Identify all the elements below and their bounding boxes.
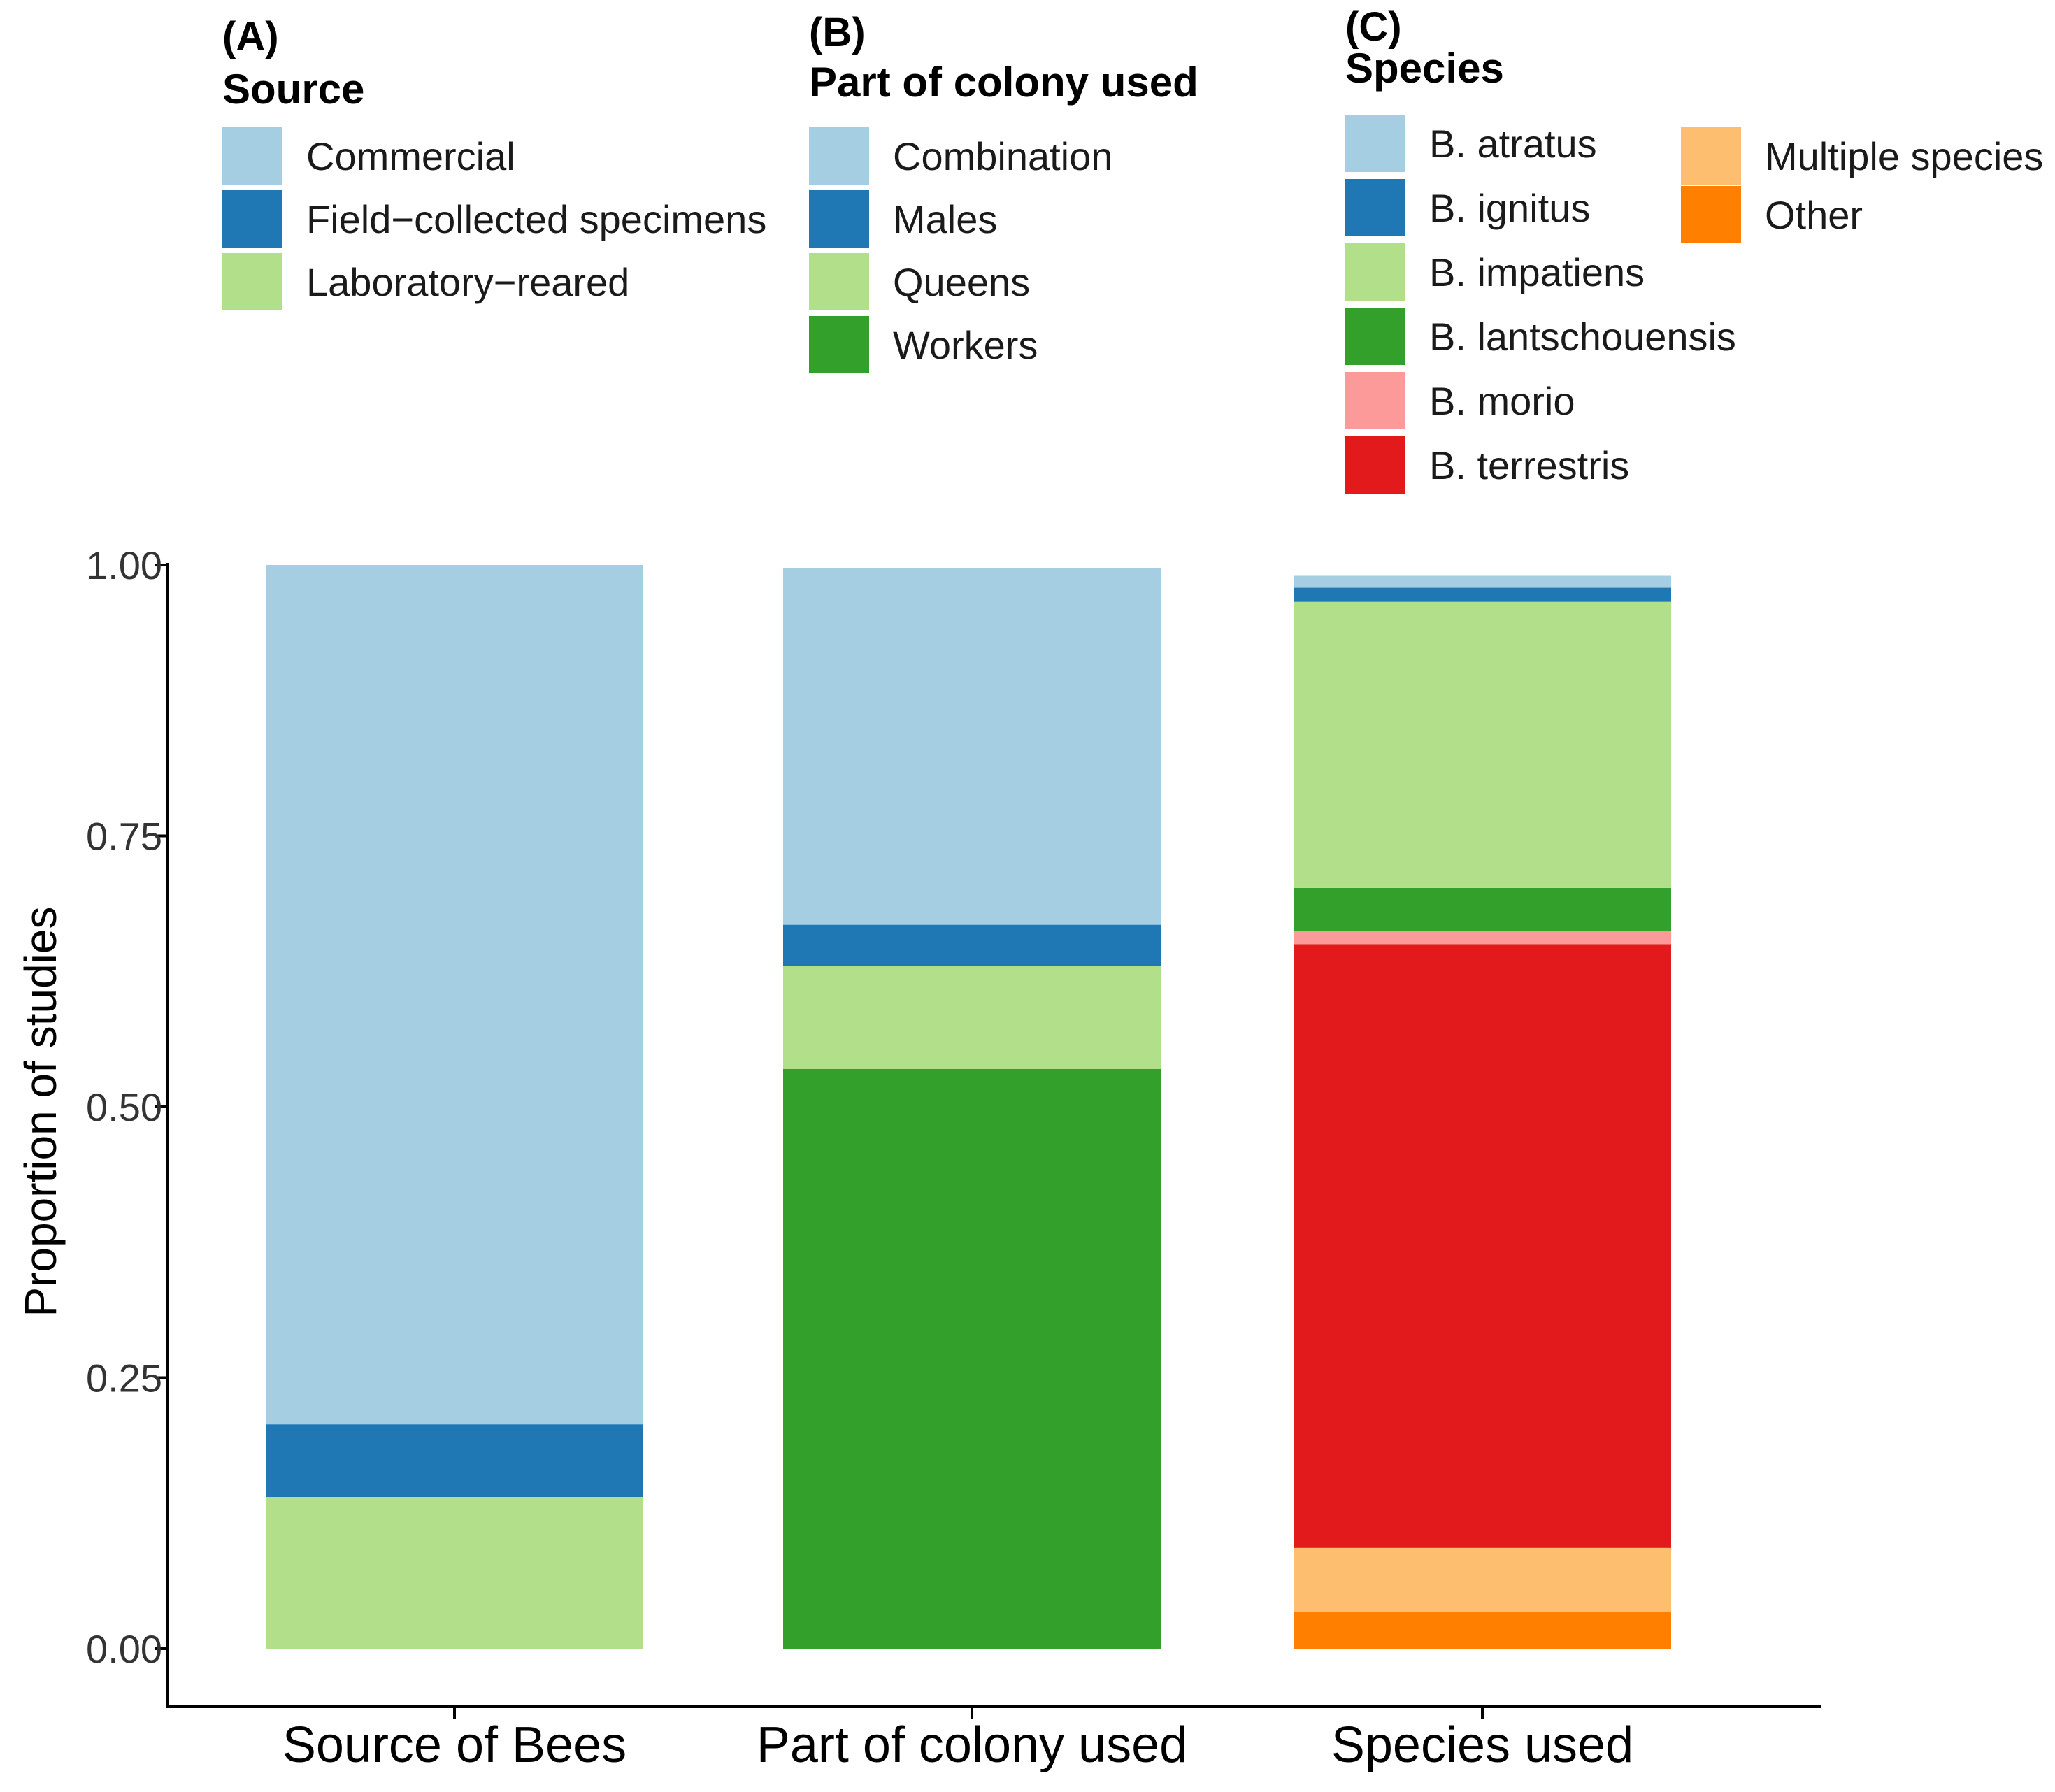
legend-item-label: Males	[893, 197, 997, 241]
legend-item-label: B. impatiens	[1429, 250, 1645, 294]
legend-key-swatch	[809, 253, 869, 310]
legend-item-label: B. terrestris	[1429, 443, 1629, 487]
legend-key-swatch	[1345, 115, 1405, 172]
bar-segment	[1294, 587, 1671, 602]
x-category-label: Species used	[1331, 1717, 1633, 1773]
bar-segment	[1294, 575, 1671, 588]
legend-item-label: Commercial	[306, 134, 515, 178]
legend-source: (A) Source Commercial Field−collected speci…	[222, 14, 766, 310]
legend-panel-label: (B)	[809, 10, 866, 55]
legend-title: Source	[222, 66, 364, 113]
legend-item-label: Queens	[893, 260, 1030, 304]
legend-item-label: B. lantschouensis	[1429, 315, 1736, 359]
x-category-label: Part of colony used	[757, 1717, 1187, 1773]
bar-segment	[1294, 887, 1671, 931]
y-tick-label: 0.50	[86, 1085, 162, 1129]
legend-item-label: Multiple species	[1765, 134, 2043, 178]
legend-item-label: Field−collected specimens	[306, 197, 766, 241]
legend-key-swatch	[1681, 186, 1741, 243]
legend-item-label: B. atratus	[1429, 122, 1597, 166]
y-tick-label: 1.00	[86, 543, 162, 587]
legend-key-swatch	[809, 127, 869, 185]
legend-key-swatch	[1345, 179, 1405, 236]
legend-key-swatch	[1681, 127, 1741, 185]
legend-key-swatch	[1345, 243, 1405, 301]
legend-key-swatch	[222, 253, 282, 310]
legend-item-label: Workers	[893, 323, 1038, 367]
bar-segment	[1294, 944, 1671, 1548]
legend-key-swatch	[809, 316, 869, 373]
y-tick-label: 0.25	[86, 1356, 162, 1400]
legend-key-swatch	[222, 127, 282, 185]
legend-panel-label: (C)	[1345, 4, 1402, 50]
legend-key-swatch	[1345, 308, 1405, 365]
bar-segment	[783, 924, 1161, 966]
legend-key-swatch	[1345, 372, 1405, 429]
bar-stack	[783, 568, 1161, 1649]
legend-key-swatch	[222, 190, 282, 248]
bar-segment	[783, 568, 1161, 925]
legend-key-swatch	[809, 190, 869, 248]
y-tick-label: 0.75	[86, 815, 162, 859]
legend-part-of-colony: (B)Part of colony used Combination Males Qu…	[809, 10, 1198, 373]
legend-title: Part of colony used	[809, 59, 1198, 106]
legend-title: Species	[1345, 45, 1504, 92]
legend-item-label: Other	[1765, 193, 1863, 237]
bar-stack	[1294, 575, 1671, 1649]
legend-item-label: B. ignitus	[1429, 186, 1590, 230]
bar-segment	[783, 1068, 1161, 1649]
bar-segment	[1294, 601, 1671, 888]
legend-panel-label: (A)	[222, 14, 279, 59]
bar-segment	[1294, 1547, 1671, 1612]
legend-key-swatch	[1345, 436, 1405, 494]
legend-area: (A) Source Commercial Field−collected speci…	[222, 4, 2043, 494]
bar-segment	[1294, 1612, 1671, 1649]
y-axis-label: Proportion of studies	[15, 907, 66, 1317]
axes-layer: Proportion of studies 0.00 0.25 0.50 0.75 1.…	[15, 543, 1821, 1773]
bar-segment	[266, 565, 643, 1425]
bar-segment	[266, 1497, 643, 1649]
bar-segment	[1294, 931, 1671, 945]
bar-segment	[266, 1424, 643, 1497]
y-tick-label: 0.00	[86, 1627, 162, 1671]
legend-item-label: B. morio	[1429, 379, 1575, 423]
bars-layer	[266, 565, 1671, 1649]
legend-item-label: Combination	[893, 134, 1112, 178]
x-category-label: Source of Bees	[282, 1717, 626, 1773]
bar-segment	[783, 966, 1161, 1069]
legend-item-label: Laboratory−reared	[306, 260, 629, 304]
bar-stack	[266, 565, 643, 1649]
legend-species: (C)Species B. atratus B. ignitus B. impatie…	[1345, 4, 2043, 494]
